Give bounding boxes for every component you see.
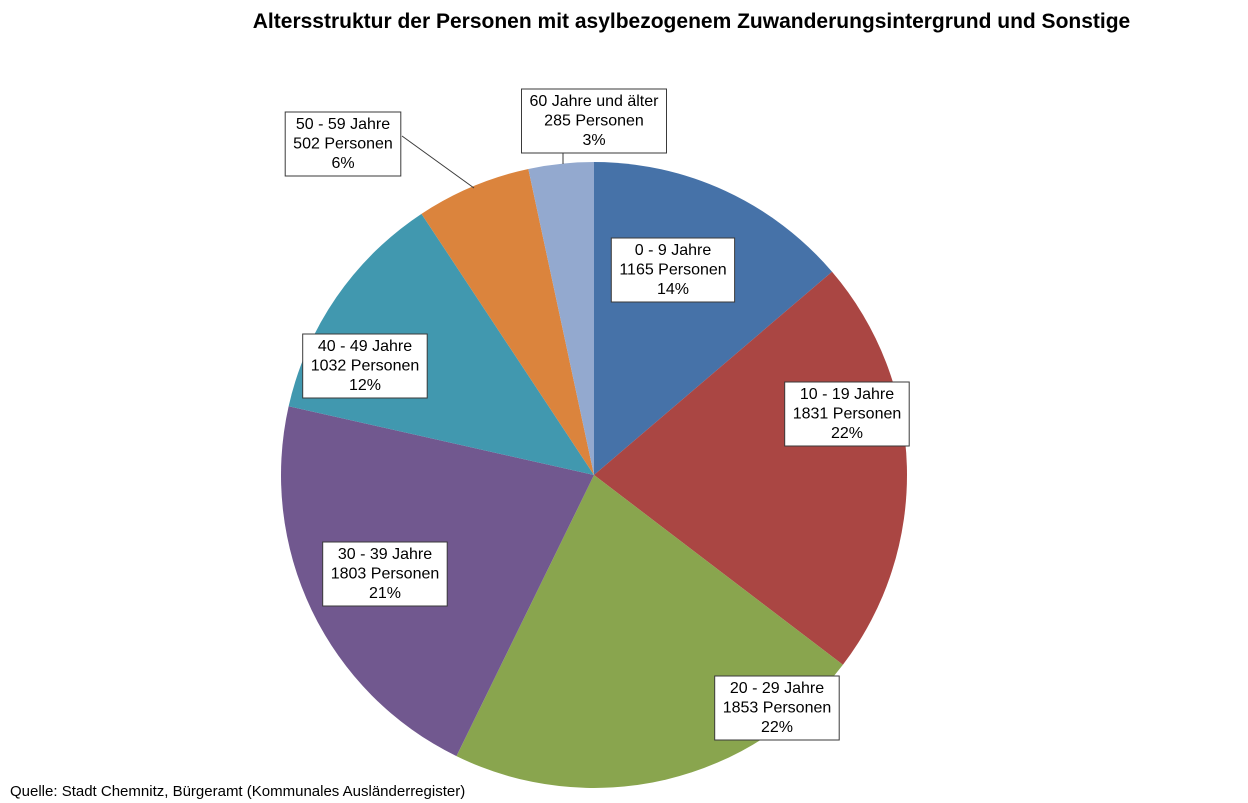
slice-value-text: 1165 Personen [619, 262, 726, 279]
data-label-50-59-jahre: 50 - 59 Jahre 502 Personen 6% [284, 111, 402, 177]
data-label-box [714, 675, 840, 741]
data-label-60-jahre-und-aelter: 60 Jahre und älter 285 Personen 3% [521, 88, 667, 154]
slice-percent-text: 22% [831, 425, 863, 442]
slice-value-text: 1032 Personen [311, 358, 420, 375]
slice-value-text: 1853 Personen [723, 700, 832, 717]
data-label-box [521, 88, 667, 154]
slice-percent-text: 12% [349, 377, 381, 394]
slice-label-text: 0 - 9 Jahre [635, 242, 712, 259]
slice-value-text: 1831 Personen [793, 406, 902, 423]
data-label-40-49-jahre: 40 - 49 Jahre 1032 Personen 12% [302, 333, 428, 399]
data-label-30-39-jahre: 30 - 39 Jahre 1803 Personen 21% [322, 541, 448, 607]
data-label-box [610, 237, 736, 303]
slice-percent-text: 6% [331, 155, 354, 172]
slice-value-text: 285 Personen [544, 113, 644, 130]
data-label-box [284, 111, 402, 177]
slice-value-text: 502 Personen [293, 136, 393, 153]
slice-label-text: 40 - 49 Jahre [318, 338, 412, 355]
pie-slice-40-49-jahre [288, 213, 594, 475]
slice-label-text: 20 - 29 Jahre [730, 680, 824, 697]
slice-labels: 0 - 9 Jahre 1165 Personen 14% 10 - 19 Jahre… [284, 88, 910, 741]
slice-label-text: 10 - 19 Jahre [800, 386, 894, 403]
data-label-box [302, 333, 428, 399]
pie-slice-50-59-jahre [421, 168, 594, 475]
slice-percent-text: 21% [369, 585, 401, 602]
slice-value-text: 1803 Personen [331, 566, 440, 583]
leader-line-50-59-jahre [401, 135, 475, 189]
leader-lines [401, 135, 564, 189]
data-label-box [784, 381, 910, 447]
pie-slice-60-jahre-und-aelter [528, 162, 594, 475]
data-label-20-29-jahre: 20 - 29 Jahre 1853 Personen 22% [714, 675, 840, 741]
source-note: Quelle: Stadt Chemnitz, Bürgeramt (Kommu… [10, 783, 466, 800]
slice-percent-text: 3% [582, 132, 605, 149]
slice-label-text: 50 - 59 Jahre [296, 116, 390, 133]
data-label-box [322, 541, 448, 607]
slice-label-text: 60 Jahre und älter [530, 93, 660, 110]
slice-label-text: 30 - 39 Jahre [338, 546, 432, 563]
pie-slice-10-19-jahre [594, 271, 907, 665]
data-label-0-9-jahre: 0 - 9 Jahre 1165 Personen 14% [610, 237, 736, 303]
slice-percent-text: 22% [761, 719, 793, 736]
data-label-10-19-jahre: 10 - 19 Jahre 1831 Personen 22% [784, 381, 910, 447]
slice-percent-text: 14% [657, 281, 689, 298]
chart-title: Altersstruktur der Personen mit asylbezo… [252, 10, 1131, 33]
